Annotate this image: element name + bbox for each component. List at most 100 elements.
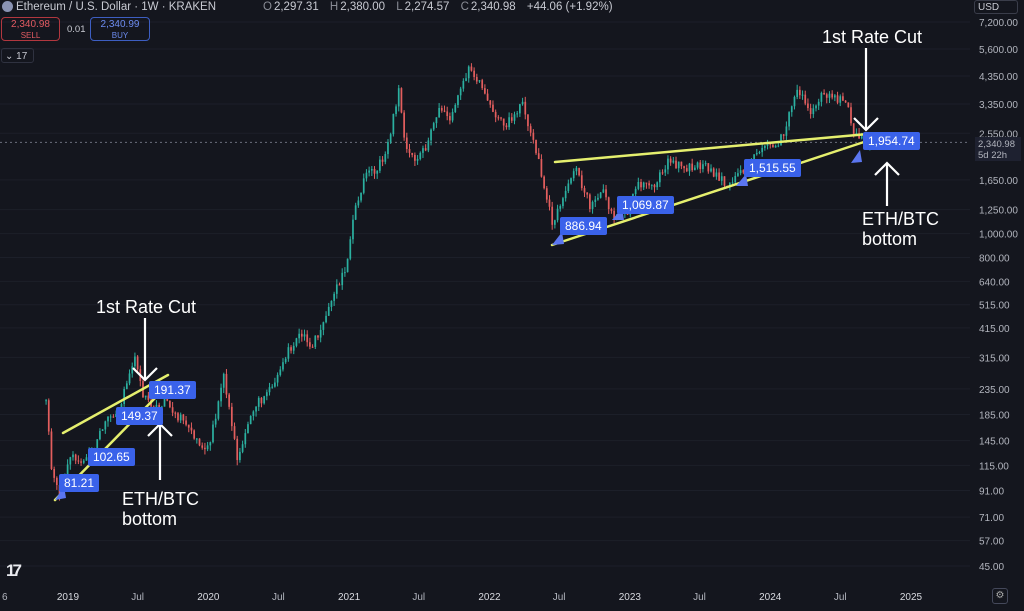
price-label: 191.37 [149,381,196,399]
candle-body [451,112,454,121]
price-label: 102.65 [88,448,135,466]
gear-icon[interactable]: ⚙ [992,588,1008,604]
candle-body [357,200,360,206]
candle-body [793,96,796,107]
candle-body [831,93,834,98]
candle-body [405,137,408,150]
candle-body [265,392,268,397]
candle-body [761,147,764,153]
candle-body [252,411,255,416]
candle-body [381,159,384,162]
ohlc-low: 2,274.57 [404,1,450,13]
symbol-title[interactable]: Ethereum / U.S. Dollar · 1W · KRAKEN [16,1,217,13]
candle-body [169,400,171,408]
candle-body [575,167,578,172]
currency-selector[interactable]: USD [974,0,1018,14]
ohlc-close: 2,340.98 [470,1,516,13]
candle-body [311,346,314,348]
candle-body [370,169,373,171]
down-arrow [132,367,158,382]
chevron-down-icon: ⌄ [5,51,14,62]
price-tick: 5,600.00 [979,45,1018,56]
candle-body [338,284,341,286]
candle-body [513,114,516,121]
candle-body [551,206,554,225]
candle-body [556,208,559,221]
candle-body [774,145,777,148]
candle-body [790,106,793,113]
candle-body [330,300,333,307]
price-tick: 185.00 [979,410,1010,421]
candle-body [737,173,739,176]
candle-body [80,461,82,463]
candle-body [163,397,166,407]
candle-body [446,111,449,117]
candle-body [239,451,241,461]
candle-body [758,152,761,154]
candle-body [438,108,440,118]
ethereum-icon[interactable] [2,1,13,12]
candle-body [435,117,438,124]
candle-body [195,438,198,440]
tradingview-logo[interactable]: 17 [6,561,22,580]
candle-body [497,117,500,119]
buy-button[interactable]: 2,340.99 BUY [90,17,150,41]
price-label: 1,954.74 [863,132,920,150]
candle-body [696,162,699,168]
candle-body [295,338,298,346]
candle-body [564,190,567,199]
candle-body [346,258,349,273]
candle-body [112,416,115,418]
candle-body [580,175,583,189]
ohlc-key: O [263,1,272,13]
candle-body [373,169,376,174]
candle-body [104,421,107,430]
candle-body [204,447,206,450]
candle-body [712,168,715,177]
candle-body [578,167,580,176]
candle-body [599,192,602,198]
candle-body [720,176,723,181]
candle-body [303,334,306,337]
time-tick: Jul [693,592,706,603]
candle-body [481,80,484,89]
candle-body [282,362,284,370]
candle-body [414,154,416,161]
candle-body [586,192,589,195]
candle-body [158,404,161,408]
ohlc-high: 2,380.00 [340,1,385,13]
indicators-count: 17 [16,51,28,62]
candle-body [782,134,785,136]
candle-body [836,95,839,103]
candle-body [855,133,858,135]
candle-body [368,170,370,173]
candle-body [230,406,233,427]
candle-body [449,116,451,121]
candle-body [462,80,465,89]
candle-body [772,144,774,148]
candle-body [817,101,820,106]
candle-body [395,106,397,115]
ethbtc-label: ETH/BTC [122,489,200,509]
candle-body [540,159,543,177]
touch-marker [736,174,748,186]
candle-body [535,139,537,154]
candles [45,63,874,501]
candle-body [554,220,556,225]
ethbtc-bottom-annotation: ETH/BTC bottom [122,489,199,529]
sell-button[interactable]: 2,340.98 SELL [1,17,60,41]
candle-body [815,105,817,109]
candle-body [763,145,766,148]
candle-body [739,170,742,174]
candle-body [521,101,524,105]
rate-cut-annotation: 1st Rate Cut [96,297,197,317]
indicators-toggle[interactable]: ⌄ 17 [1,48,34,63]
candle-body [532,132,535,140]
candle-body [602,189,605,193]
candle-body [710,168,712,172]
candle-body [562,198,564,207]
candle-body [306,334,309,343]
candle-body [201,445,204,448]
price-label: 1,069.87 [617,196,674,214]
